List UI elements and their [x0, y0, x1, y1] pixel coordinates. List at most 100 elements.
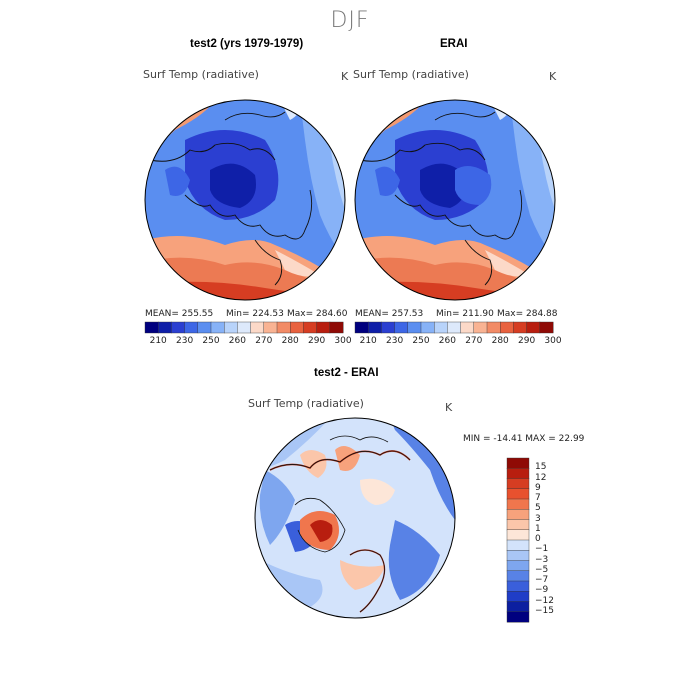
panel-2-map-border: [354, 99, 556, 301]
difference-map: [255, 418, 455, 618]
difference-title: test2 - ERAI: [314, 367, 379, 379]
panel-2-field-label: Surf Temp (radiative): [353, 68, 469, 81]
panel-2-colorbar-swatch: [513, 321, 528, 334]
difference-field-label: Surf Temp (radiative): [248, 397, 364, 410]
difference-colorbar-tick-label: −7: [535, 575, 549, 585]
panel-1-colorbar-swatch: [263, 321, 278, 334]
panel-2-max: Max= 284.88: [497, 309, 558, 319]
panel-1-min: Min= 224.53: [226, 309, 284, 319]
difference-units: K: [445, 401, 453, 414]
panel-1-colorbar-tick-label: 230: [176, 336, 194, 346]
panel-2-colorbar-tick-label: 230: [386, 336, 404, 346]
difference-colorbar-swatch: [506, 498, 530, 510]
difference-map-border: [254, 417, 456, 619]
panel-1-map-border: [144, 99, 346, 301]
panel-1-colorbar-swatch: [210, 321, 225, 334]
panel-1-mean: MEAN= 255.55: [145, 309, 214, 319]
difference-colorbar-tick-label: −1: [535, 544, 549, 555]
difference-colorbar-swatch: [506, 550, 530, 562]
panel-1-colorbar-swatch: [144, 321, 159, 334]
panel-1-colorbar-swatch: [290, 321, 304, 334]
difference-colorbar-swatch: [506, 519, 530, 531]
panel-2-colorbar-swatch: [420, 321, 435, 334]
difference-colorbar-tick-label: −12: [535, 595, 554, 606]
difference-colorbar-tick-label: 1: [535, 523, 541, 534]
difference-colorbar-swatch: [506, 591, 530, 603]
panel-1-colorbar-swatch: [250, 321, 265, 334]
panel-2-title: ERAI: [440, 38, 468, 50]
figure-title: DJF: [330, 8, 370, 33]
panel-1-field-label: Surf Temp (radiative): [143, 68, 259, 81]
difference-colorbar-swatch: [506, 457, 530, 469]
panel-1-colorbar-swatch: [171, 321, 186, 334]
panel-1-colorbar-tick-label: 270: [255, 336, 273, 346]
panel-1-max: Max= 284.60: [287, 309, 348, 319]
difference-colorbar-tick-label: 9: [535, 482, 541, 493]
difference-colorbar-swatch: [506, 468, 530, 480]
difference-colorbar-tick-label: −5: [535, 564, 549, 575]
panel-1-colorbar: [144, 321, 344, 334]
difference-minmax: MIN = -14.41 MAX = 22.99: [463, 434, 585, 444]
panel-2-colorbar-swatch: [473, 321, 488, 334]
difference-colorbar-swatch: [506, 488, 530, 500]
difference-colorbar-swatch: [506, 478, 530, 490]
panel-1-colorbar-swatch: [276, 321, 291, 334]
panel-1-colorbar-swatch: [237, 321, 252, 334]
panel-2-colorbar-tick-label: 270: [465, 336, 483, 346]
panel-2-colorbar-swatch: [354, 321, 369, 334]
difference-colorbar-swatch: [506, 509, 530, 521]
panel-1-colorbar-tick-label: 260: [228, 336, 246, 346]
panel-1-colorbar-tick-label: 290: [308, 336, 326, 346]
panel-1-colorbar-swatch: [223, 321, 238, 334]
panel-2-colorbar-swatch: [447, 321, 462, 334]
panel-1-colorbar-swatch: [316, 321, 331, 334]
panel-2-colorbar-swatch: [434, 321, 448, 334]
panel-1-map: [145, 100, 345, 300]
panel-2-colorbar-swatch: [526, 321, 541, 334]
difference-colorbar-swatch: [506, 570, 530, 582]
panel-2-colorbar-tick-label: 290: [518, 336, 536, 346]
panel-1-colorbar-swatch: [184, 321, 199, 334]
panel-2-colorbar: [354, 321, 554, 334]
panel-1-colorbar-swatch: [157, 321, 172, 334]
difference-colorbar-swatch: [506, 611, 530, 623]
difference-colorbar-swatch: [506, 601, 530, 613]
panel-2-colorbar-swatch: [486, 321, 501, 334]
panel-1-units: K: [341, 70, 349, 83]
panel-2-min: Min= 211.90: [436, 309, 494, 319]
panel-2-colorbar-swatch: [368, 321, 382, 334]
panel-2-colorbar-tick-label: 250: [412, 336, 430, 346]
difference-colorbar-tick-label: 5: [535, 503, 541, 514]
difference-colorbar-tick-label: −3: [535, 554, 549, 565]
panel-2-units: K: [549, 70, 557, 83]
panel-2-colorbar-swatch: [394, 321, 409, 334]
panel-2-colorbar-tick-label: 280: [491, 336, 509, 346]
panel-2-colorbar-swatch: [381, 321, 396, 334]
panel-1-colorbar-swatch: [329, 321, 344, 334]
difference-colorbar-swatch: [506, 580, 530, 592]
panel-2-colorbar-tick-label: 210: [359, 336, 377, 346]
panel-2-colorbar-tick-label: 260: [438, 336, 456, 346]
difference-colorbar-tick-label: 12: [535, 472, 547, 483]
panel-2-mean: MEAN= 257.53: [355, 309, 424, 319]
panel-2-colorbar-swatch: [460, 321, 475, 334]
panel-1-colorbar-tick-label: 250: [202, 336, 220, 346]
panel-2-colorbar-swatch: [500, 321, 514, 334]
difference-colorbar-tick-label: −9: [535, 585, 549, 596]
panel-2-colorbar-tick-label: 300: [544, 336, 562, 346]
difference-colorbar-tick-label: 15: [535, 462, 547, 473]
difference-colorbar-swatch: [506, 539, 530, 551]
difference-colorbar-tick-label: −15: [535, 605, 554, 616]
panel-2-colorbar-swatch: [407, 321, 422, 334]
difference-colorbar-tick-label: 7: [535, 493, 541, 503]
panel-1-colorbar-swatch: [197, 321, 212, 334]
difference-colorbar-swatch: [506, 529, 530, 541]
difference-colorbar-tick-label: 3: [535, 513, 541, 524]
panel-1-colorbar-tick-label: 300: [334, 336, 352, 346]
difference-colorbar-swatch: [506, 560, 530, 572]
panel-1-colorbar-swatch: [303, 321, 318, 334]
panel-1-title: test2 (yrs 1979-1979): [190, 38, 304, 50]
panel-2-map: [355, 100, 555, 300]
